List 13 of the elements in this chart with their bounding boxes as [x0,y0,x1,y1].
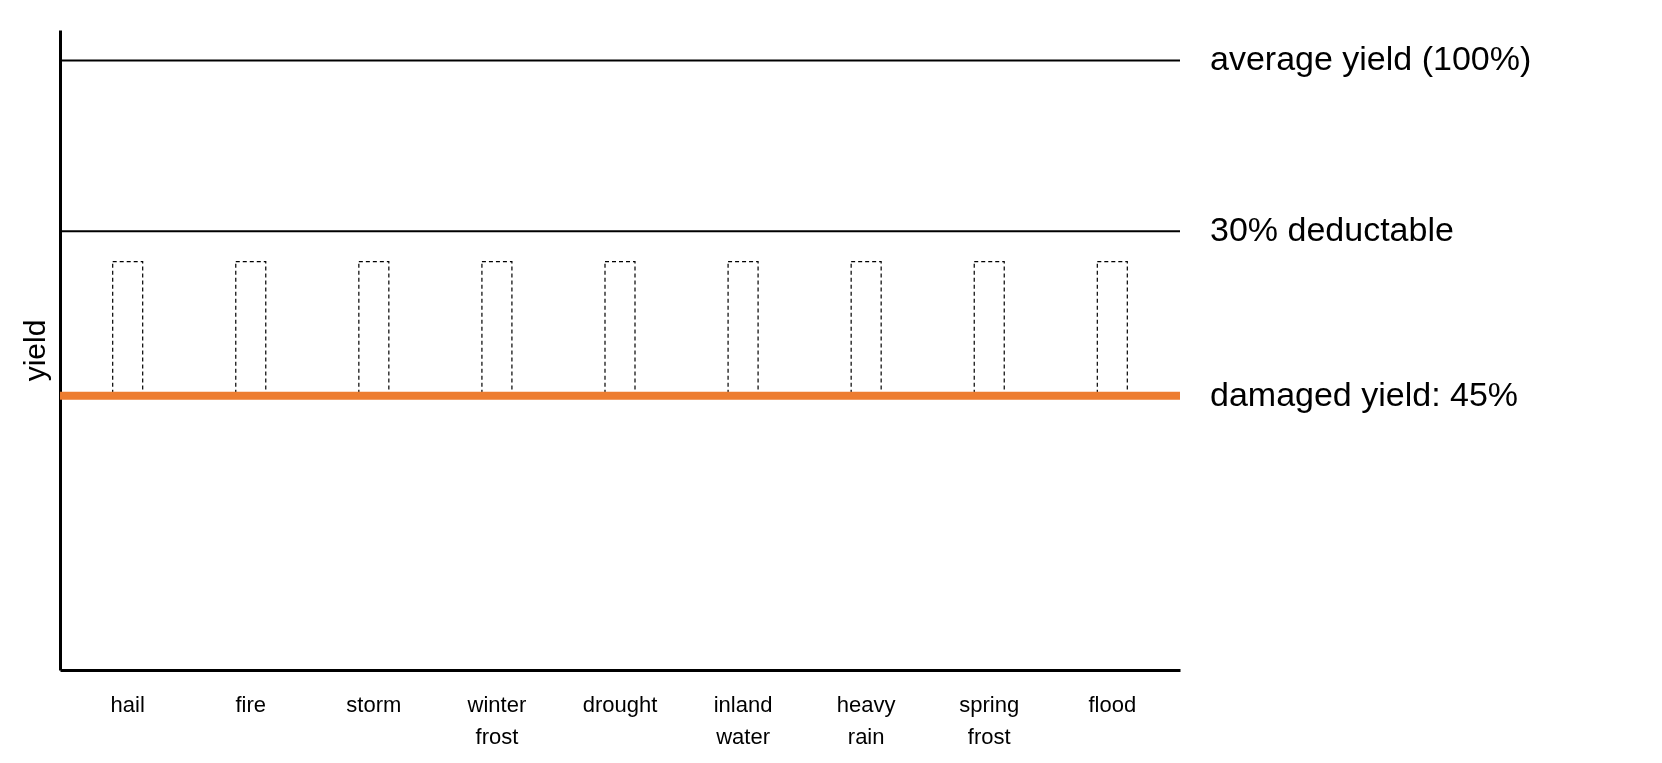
ref-line-label: damaged yield: 45% [1210,374,1519,413]
ref-line-label: 30% deductable [1210,210,1454,249]
x-tick-label: inland water [713,691,773,749]
x-tick-label: spring frost [959,691,1020,749]
x-tick-label: winter frost [466,691,527,749]
ref-line-label: average yield (100%) [1210,39,1532,78]
x-tick-label: heavy rain [836,691,896,749]
x-tick-label: drought [582,691,658,717]
x-tick-label: storm [346,691,402,717]
y-axis-title: yield [17,319,51,382]
x-tick-label: hail [110,691,145,717]
x-tick-label: flood [1088,691,1137,717]
x-tick-label: fire [235,691,267,717]
